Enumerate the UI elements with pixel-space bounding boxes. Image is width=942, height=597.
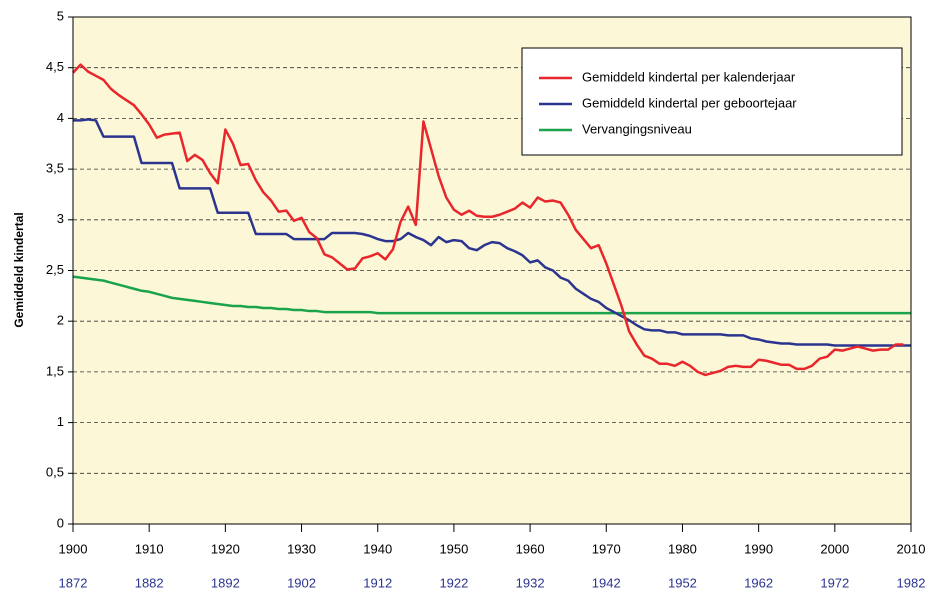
x2-tick-label: 1882 (135, 575, 164, 590)
x-tick-label: 1960 (516, 541, 545, 556)
x2-tick-label: 1962 (744, 575, 773, 590)
legend-label: Vervangingsniveau (582, 121, 692, 136)
y-tick-label: 1 (57, 414, 64, 429)
y-tick-label: 4,5 (46, 59, 64, 74)
y-tick-label: 0 (57, 515, 64, 530)
x-tick-label: 1900 (59, 541, 88, 556)
x2-tick-label: 1972 (820, 575, 849, 590)
x2-tick-label: 1982 (897, 575, 926, 590)
x2-tick-label: 1952 (668, 575, 697, 590)
plot-border (72, 16, 912, 525)
y-tick-label: 3,5 (46, 161, 64, 176)
x-tick-label: 1990 (744, 541, 773, 556)
x-tick-label: 1970 (592, 541, 621, 556)
x-tick-label: 2000 (820, 541, 849, 556)
legend-box (521, 47, 903, 156)
x-tick-label: 1980 (668, 541, 697, 556)
x2-tick-label: 1892 (211, 575, 240, 590)
series-line (73, 118, 911, 347)
series-line (72, 275, 911, 315)
y-tick-label: 1,5 (46, 363, 64, 378)
y-tick-label: 0,5 (46, 465, 64, 480)
legend-label: Gemiddeld kindertal per geboortejaar (582, 95, 797, 110)
x-tick-label: 1920 (211, 541, 240, 556)
y-tick-label: 5 (57, 8, 64, 23)
legend-label: Gemiddeld kindertal per kalenderjaar (582, 69, 796, 84)
series-line (72, 63, 904, 377)
y-tick-label: 4 (57, 110, 64, 125)
x2-tick-label: 1932 (516, 575, 545, 590)
x2-tick-label: 1942 (592, 575, 621, 590)
x2-tick-label: 1922 (439, 575, 468, 590)
x2-tick-label: 1902 (287, 575, 316, 590)
x-tick-label: 1940 (363, 541, 392, 556)
x2-tick-label: 1912 (363, 575, 392, 590)
x-tick-label: 1930 (287, 541, 316, 556)
y-tick-label: 2,5 (46, 262, 64, 277)
y-axis-label: Gemiddeld kindertal (12, 212, 26, 327)
y-tick-label: 2 (57, 313, 64, 328)
x-tick-label: 2010 (897, 541, 926, 556)
x-tick-label: 1950 (439, 541, 468, 556)
x-tick-label: 1910 (135, 541, 164, 556)
y-tick-label: 3 (57, 211, 64, 226)
x2-tick-label: 1872 (59, 575, 88, 590)
